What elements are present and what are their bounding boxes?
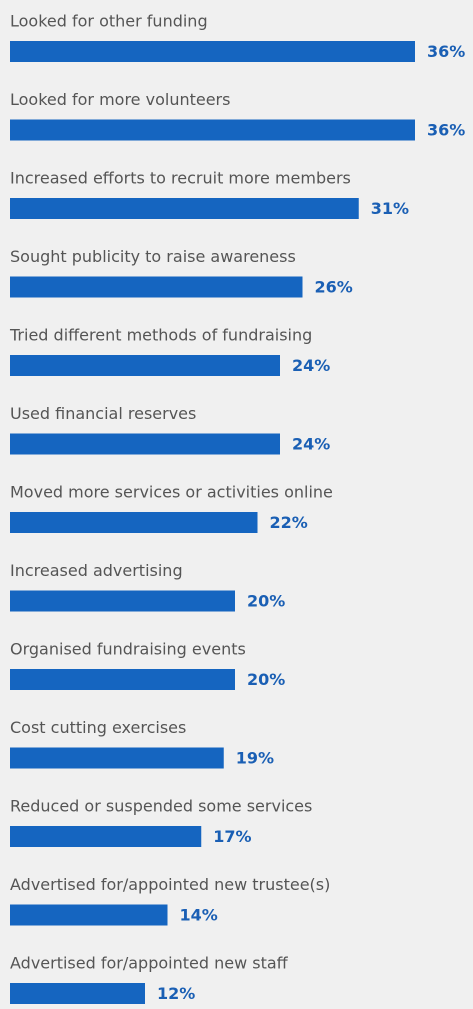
category-label: Looked for other funding bbox=[10, 12, 208, 31]
value-label: 22% bbox=[270, 513, 308, 532]
value-label: 20% bbox=[247, 592, 285, 611]
bar bbox=[10, 669, 235, 690]
category-label: Reduced or suspended some services bbox=[10, 797, 312, 816]
category-label: Organised fundraising events bbox=[10, 640, 246, 659]
bar bbox=[10, 355, 280, 376]
value-label: 17% bbox=[213, 827, 251, 846]
bar bbox=[10, 276, 303, 298]
bar bbox=[10, 198, 359, 219]
value-label: 19% bbox=[236, 749, 274, 768]
value-label: 36% bbox=[427, 121, 465, 140]
category-label: Advertised for/appointed new trustee(s) bbox=[10, 875, 330, 894]
category-label: Looked for more volunteers bbox=[10, 90, 230, 109]
category-label: Increased advertising bbox=[10, 561, 183, 580]
category-label: Advertised for/appointed new staff bbox=[10, 954, 289, 973]
bar bbox=[10, 433, 280, 455]
category-label: Tried different methods of fundraising bbox=[9, 326, 312, 345]
value-label: 36% bbox=[427, 42, 465, 61]
bar bbox=[10, 983, 145, 1004]
value-label: 24% bbox=[292, 356, 330, 375]
bar bbox=[10, 826, 202, 847]
category-label: Moved more services or activities online bbox=[10, 483, 333, 502]
value-label: 26% bbox=[315, 278, 353, 297]
value-label: 12% bbox=[157, 984, 195, 1003]
bar bbox=[10, 904, 168, 926]
bar bbox=[10, 590, 235, 612]
category-label: Cost cutting exercises bbox=[10, 718, 186, 737]
category-label: Sought publicity to raise awareness bbox=[10, 247, 296, 266]
bar bbox=[10, 41, 415, 62]
bar bbox=[10, 512, 258, 533]
value-label: 31% bbox=[371, 199, 409, 218]
bar bbox=[10, 747, 224, 769]
value-label: 24% bbox=[292, 435, 330, 454]
value-label: 14% bbox=[180, 906, 218, 925]
category-label: Increased efforts to recruit more member… bbox=[10, 169, 351, 188]
value-label: 20% bbox=[247, 670, 285, 689]
bar bbox=[10, 119, 415, 141]
category-label: Used financial reserves bbox=[10, 404, 196, 423]
